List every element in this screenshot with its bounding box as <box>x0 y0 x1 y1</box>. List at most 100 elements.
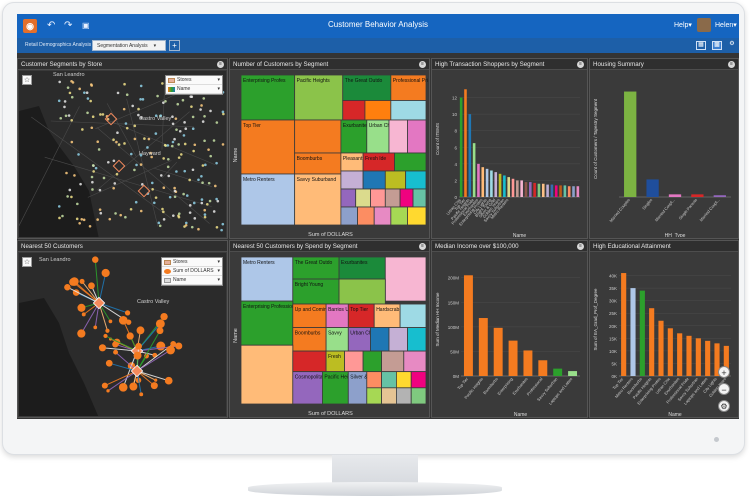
card-options-icon[interactable]: ≡ <box>217 61 224 68</box>
bar[interactable] <box>723 345 729 376</box>
legend-item-name[interactable]: Name ▾ <box>162 276 222 285</box>
bar[interactable] <box>472 143 476 197</box>
bar[interactable] <box>553 368 563 376</box>
bar[interactable] <box>576 186 580 197</box>
bookmark-button[interactable]: ☆ <box>22 75 32 85</box>
bar[interactable] <box>537 183 541 197</box>
bar[interactable] <box>493 327 503 376</box>
card-options-icon[interactable]: ≡ <box>728 61 735 68</box>
bar[interactable] <box>478 318 488 376</box>
bar[interactable] <box>468 114 472 197</box>
bar[interactable] <box>649 308 655 376</box>
bar[interactable] <box>559 185 562 197</box>
bar[interactable] <box>463 275 473 376</box>
bar[interactable] <box>533 182 536 197</box>
bar[interactable] <box>568 371 578 376</box>
bar[interactable] <box>490 170 493 197</box>
card-options-icon[interactable]: ≡ <box>419 243 426 250</box>
bookmark-button[interactable]: ☆ <box>22 257 32 267</box>
redo-icon[interactable]: ↷ <box>64 20 73 31</box>
bar[interactable] <box>485 168 489 197</box>
card-options-icon[interactable]: ≡ <box>577 61 584 68</box>
treemap-customers[interactable]: Enterprising Profes Pacific Heights The Gr… <box>231 71 428 237</box>
map-nearest[interactable]: ☆ San Leandro Castro Valley Stores ▾ Sum … <box>19 253 226 416</box>
settings-gear-button[interactable]: ⚙ <box>718 400 730 412</box>
treemap-canvas[interactable]: Metro Renters The Great Outdo Exurbanites B… <box>231 253 428 416</box>
zoom-in-button[interactable]: + <box>718 366 730 378</box>
settings-icon[interactable]: ⚙ <box>729 41 735 47</box>
bar[interactable] <box>714 343 720 376</box>
user-menu[interactable]: Helen▾ <box>715 21 737 29</box>
bar[interactable] <box>523 350 533 376</box>
bar[interactable] <box>695 338 701 376</box>
bar[interactable] <box>507 177 510 197</box>
bar[interactable] <box>550 184 554 197</box>
bar[interactable] <box>691 194 704 197</box>
customer-point <box>167 174 171 178</box>
legend-item-name[interactable]: Name ▾ <box>166 85 222 94</box>
grid-view-icon[interactable]: ▦ <box>696 41 706 50</box>
save-icon[interactable]: ▣ <box>82 21 90 30</box>
help-menu[interactable]: Help▾ <box>674 21 692 29</box>
bar[interactable] <box>677 333 683 376</box>
bar-chart-canvas[interactable]: Married Couples Singles Married Coupl... Si… <box>591 71 737 237</box>
bar[interactable] <box>464 89 467 197</box>
bar[interactable] <box>520 180 523 197</box>
bar[interactable] <box>503 175 506 197</box>
bar[interactable] <box>621 273 627 376</box>
bar[interactable] <box>508 340 518 376</box>
bar[interactable] <box>538 360 548 376</box>
bar[interactable] <box>667 328 673 376</box>
bar[interactable] <box>477 163 480 197</box>
add-page-button[interactable]: + <box>169 40 180 51</box>
bar[interactable] <box>516 180 519 197</box>
bar-chart-education[interactable]: 0K 5K 10K 15K 20K 25K 30K 35K 40K Top Tier Metro R… <box>591 253 737 416</box>
map-segments[interactable]: ☆ San Leandro Castro Valley Hayward Stor… <box>19 71 226 237</box>
bar[interactable] <box>639 290 645 376</box>
bar[interactable] <box>498 173 502 197</box>
bar[interactable] <box>563 185 567 197</box>
treemap-cell-label: Savvy Suburband <box>297 177 337 183</box>
bar[interactable] <box>554 185 558 197</box>
treemap-canvas[interactable]: Enterprising Profes Pacific Heights The Gr… <box>231 71 428 237</box>
bar[interactable] <box>686 335 692 376</box>
bar[interactable] <box>481 167 485 197</box>
bar-chart-high-transaction[interactable]: 0 2 4 6 8 10 12 Urban Chic Top Tier Pacific Heigh… <box>433 71 586 237</box>
legend-item-stores[interactable]: Stores ▾ <box>166 76 222 85</box>
card-options-icon[interactable]: ≡ <box>419 61 426 68</box>
bar[interactable] <box>713 195 726 197</box>
bar[interactable] <box>624 91 637 197</box>
treemap-spend[interactable]: Metro Renters The Great Outdo Exurbanites B… <box>231 253 428 416</box>
bar-chart-median-income[interactable]: 0M 50M 100M 150M 200M Top Tier Pacific Heights… <box>433 253 586 416</box>
layout-icon[interactable]: ▩ <box>712 41 722 50</box>
bar[interactable] <box>494 172 498 197</box>
bar[interactable] <box>705 340 711 376</box>
legend-item-stores[interactable]: Stores ▾ <box>162 258 222 267</box>
tab-retail-demographics[interactable]: Retail Demographics Analysis <box>21 40 95 51</box>
customer-point <box>140 116 143 120</box>
legend-item-dollars[interactable]: Sum of DOLLARS ▾ <box>162 267 222 276</box>
card-options-icon[interactable]: ≡ <box>577 243 584 250</box>
bar[interactable] <box>511 178 515 197</box>
app-logo-icon[interactable]: ◉ <box>23 19 37 33</box>
bar[interactable] <box>572 186 575 197</box>
undo-icon[interactable]: ↶ <box>47 20 56 31</box>
bar[interactable] <box>459 97 463 197</box>
bar[interactable] <box>524 182 528 197</box>
bar[interactable] <box>668 194 682 197</box>
bar[interactable] <box>658 320 664 376</box>
bar[interactable] <box>529 182 532 197</box>
bar[interactable] <box>567 186 571 197</box>
bar[interactable] <box>541 183 545 197</box>
map-canvas[interactable] <box>19 71 226 237</box>
bar-chart-housing[interactable]: Married Couples Singles Married Coupl... Si… <box>591 71 737 237</box>
bar[interactable] <box>646 179 659 197</box>
avatar[interactable] <box>697 18 711 32</box>
zoom-out-button[interactable]: − <box>718 383 730 395</box>
bar[interactable] <box>546 184 549 197</box>
tab-segmentation-analysis[interactable]: Segmentation Analysis ▾ <box>92 40 166 51</box>
bar[interactable] <box>630 288 636 376</box>
